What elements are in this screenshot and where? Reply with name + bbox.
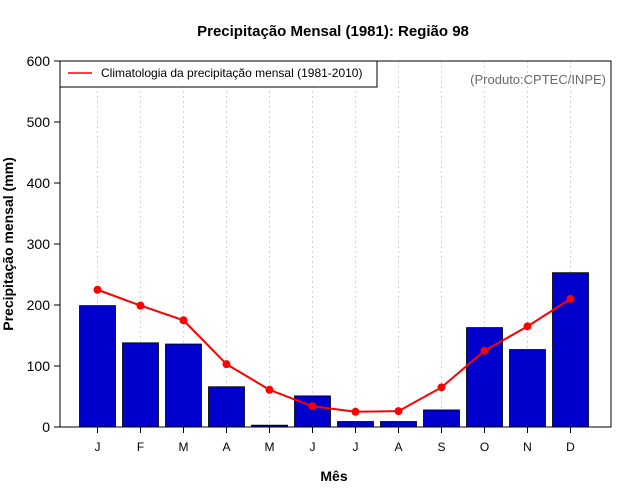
climatology-point	[136, 301, 145, 310]
y-axis: 0 100 200 300 400 500 600	[27, 53, 60, 435]
x-tick-label: M	[179, 440, 189, 454]
climatology-series-line	[97, 288, 572, 413]
y-tick-label: 0	[42, 419, 50, 435]
climatology-point	[308, 402, 317, 411]
x-tick-label: D	[566, 440, 575, 454]
x-tick-label: M	[265, 440, 275, 454]
y-axis-label: Precipitação mensal (mm)	[0, 157, 16, 331]
x-tick-label: J	[95, 440, 101, 454]
bar	[380, 421, 417, 428]
bar	[79, 305, 116, 428]
climatology-point	[394, 407, 403, 416]
climatology-point	[265, 385, 274, 394]
climatology-point	[523, 322, 532, 331]
bars	[79, 272, 589, 428]
y-tick-label: 600	[27, 53, 51, 69]
climatology-line	[93, 285, 575, 416]
product-credit: (Produto:CPTEC/INPE)	[470, 72, 606, 87]
x-tick-label: A	[394, 440, 402, 454]
x-tick-label: N	[523, 440, 532, 454]
climatology-point	[93, 285, 102, 294]
climatology-point	[179, 316, 188, 325]
bar	[165, 343, 202, 428]
y-tick-label: 100	[27, 358, 51, 374]
chart-title: Precipitação Mensal (1981): Região 98	[197, 23, 469, 40]
x-tick-label: F	[137, 440, 144, 454]
y-tick-label: 300	[27, 236, 51, 252]
x-tick-label: J	[310, 440, 316, 454]
y-tick-label: 400	[27, 175, 51, 191]
climatology-point	[480, 346, 489, 355]
x-axis-label: Mês	[320, 468, 347, 484]
x-tick-label: O	[480, 440, 489, 454]
x-tick-label: A	[222, 440, 230, 454]
bar	[509, 349, 546, 428]
x-tick-label: J	[353, 440, 359, 454]
y-tick-label: 200	[27, 297, 51, 313]
bar	[423, 409, 460, 428]
legend-box	[59, 60, 378, 88]
bar	[122, 342, 159, 428]
bar	[337, 421, 374, 428]
climatology-point	[437, 383, 446, 392]
x-tick-label: S	[437, 440, 445, 454]
climatology-point	[351, 407, 360, 416]
legend: Climatologia da precipitação mensal (198…	[59, 60, 378, 88]
climatology-point	[566, 294, 575, 303]
climatology-point	[222, 360, 231, 369]
legend-entry-climatology: Climatologia da precipitação mensal (198…	[101, 66, 362, 80]
y-tick-label: 500	[27, 114, 51, 130]
bar	[208, 386, 245, 428]
